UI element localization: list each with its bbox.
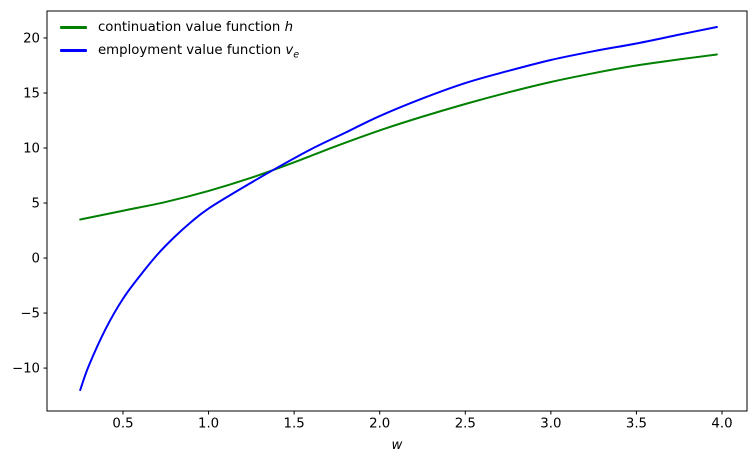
x-tick-label: 0.5 bbox=[112, 417, 133, 432]
y-tick-label: 10 bbox=[23, 142, 40, 157]
x-tick-label: 2.0 bbox=[369, 417, 390, 432]
x-tick-label: 1.0 bbox=[198, 417, 219, 432]
series-line-0 bbox=[79, 53, 718, 221]
x-tick-label: 4.0 bbox=[711, 417, 732, 432]
y-tick-label: 0 bbox=[32, 252, 40, 267]
legend-label: employment value function ve bbox=[98, 42, 300, 61]
y-tick-label: −5 bbox=[20, 307, 40, 322]
legend-line-swatch bbox=[60, 49, 87, 52]
legend-entry: continuation value function h bbox=[60, 16, 299, 39]
y-tick-label: 20 bbox=[23, 31, 40, 46]
x-tick-label: 1.5 bbox=[284, 417, 305, 432]
x-axis-label: w bbox=[392, 438, 403, 453]
x-tick-label: 3.5 bbox=[626, 417, 647, 432]
axes-spines bbox=[46, 10, 748, 412]
legend-line-swatch bbox=[60, 26, 87, 29]
y-tick-label: 15 bbox=[23, 86, 40, 101]
legend-label: continuation value function h bbox=[98, 19, 294, 35]
series-line-1 bbox=[79, 25, 718, 392]
y-tick-label: −10 bbox=[12, 362, 40, 377]
legend: continuation value function h employment … bbox=[60, 16, 299, 62]
x-tick-label: 3.0 bbox=[540, 417, 561, 432]
y-tick-label: 5 bbox=[32, 197, 40, 212]
legend-entry: employment value function ve bbox=[60, 39, 299, 62]
x-tick-label: 2.5 bbox=[455, 417, 476, 432]
